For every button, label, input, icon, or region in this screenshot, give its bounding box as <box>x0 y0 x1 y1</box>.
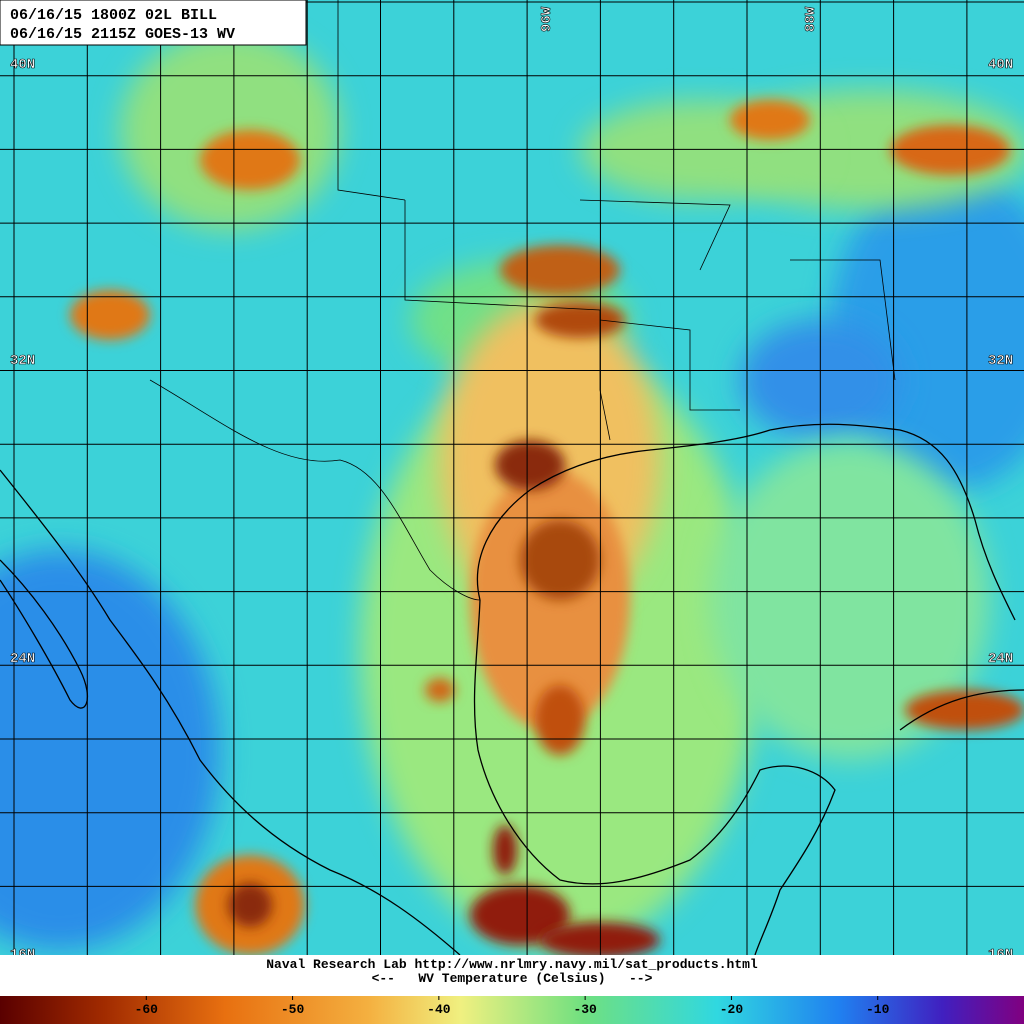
cloud <box>520 520 600 600</box>
cloud <box>470 885 570 945</box>
cloud <box>905 690 1024 730</box>
cloud <box>535 685 585 755</box>
colorbar-ticks: -60 -50 -40 -30 -20 -10 <box>135 996 890 1017</box>
colorbar-tick-label: -10 <box>866 1002 890 1017</box>
colorbar-tick-label: -30 <box>573 1002 597 1017</box>
colorbar-tick-label: -60 <box>135 1002 159 1017</box>
lat-label: 24N <box>988 651 1013 667</box>
cloud <box>730 100 810 140</box>
lat-label: 32N <box>10 353 35 369</box>
lon-label: 88W <box>803 6 819 32</box>
cloud <box>200 130 300 190</box>
scale-title: <-- WV Temperature (Celsius) --> <box>372 971 653 986</box>
cloud <box>495 440 565 490</box>
cloud <box>70 290 150 340</box>
colorbar <box>0 996 1024 1024</box>
cloud-field <box>0 30 1024 958</box>
cloud <box>710 440 990 760</box>
header-line: 06/16/15 2115Z GOES-13 WV <box>10 26 235 43</box>
lat-label: 40N <box>10 57 35 73</box>
lat-label: 40N <box>988 57 1013 73</box>
lat-label: 24N <box>10 651 35 667</box>
cloud <box>425 678 455 702</box>
cloud <box>535 302 625 338</box>
footer-credit: Naval Research Lab http://www.nrlmry.nav… <box>266 957 758 972</box>
header-line: 06/16/15 1800Z 02L BILL <box>10 7 217 24</box>
lat-label: 32N <box>988 353 1013 369</box>
cloud <box>0 550 220 950</box>
lon-label: 96W <box>539 6 555 32</box>
colorbar-tick-label: -50 <box>281 1002 305 1017</box>
colorbar-tick-label: -40 <box>427 1002 451 1017</box>
cloud <box>500 245 620 295</box>
colorbar-tick-label: -20 <box>720 1002 744 1017</box>
lat-lon-grid <box>0 0 1024 955</box>
cloud <box>890 125 1010 175</box>
cloud <box>493 825 517 875</box>
cloud <box>228 883 272 927</box>
coastlines <box>0 423 1024 956</box>
footer-band <box>0 955 1024 996</box>
header-box <box>0 0 307 46</box>
